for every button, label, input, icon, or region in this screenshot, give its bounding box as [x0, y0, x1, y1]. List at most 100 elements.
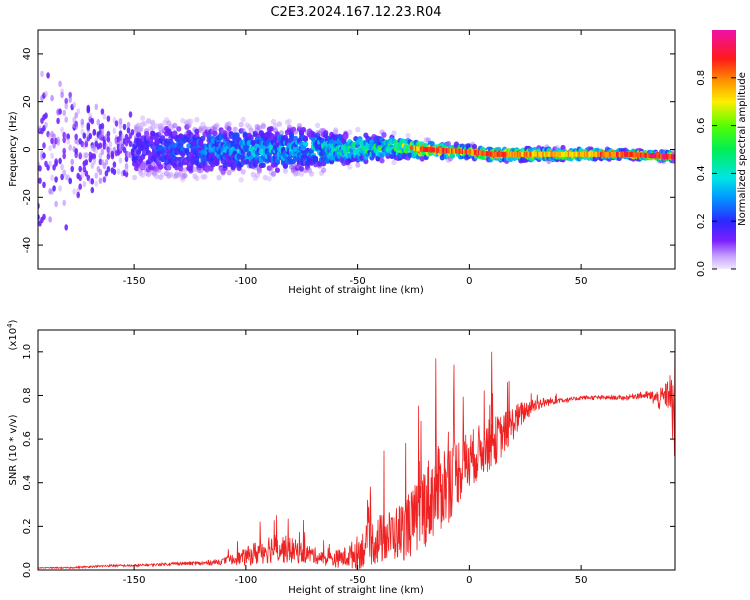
- spectrogram-cell: [118, 122, 123, 130]
- spectrogram-cell: [58, 80, 62, 88]
- spectrogram-cell: [146, 141, 152, 147]
- spectrogram-cell: [108, 140, 113, 148]
- spectrogram-cell: [256, 168, 262, 175]
- spectrogram-ridge-cell: [594, 151, 597, 157]
- spectrogram-ridge-cell: [487, 151, 490, 157]
- spectrogram-cell: [42, 152, 46, 159]
- spectrogram-ridge-cell: [586, 151, 589, 157]
- spectrogram-cell: [200, 135, 206, 142]
- spectrogram-cell: [52, 133, 56, 140]
- spectrogram-ridge-cell: [535, 151, 538, 157]
- spectrogram-cell: [50, 94, 54, 102]
- spectrogram-y-label: Frequency (Hz): [8, 111, 19, 187]
- spectrogram-ridge-cell: [519, 151, 522, 157]
- spectrogram-ridge-cell: [451, 148, 453, 154]
- spectrogram-cell: [68, 144, 72, 151]
- colorbar: 0.0 0.2 0.4 0.6 0.8 Normalized spectral ampl…: [696, 30, 748, 277]
- spectrogram-ridge-cell: [453, 148, 456, 154]
- spectrogram-cell: [560, 144, 566, 151]
- spectrogram-cell: [292, 129, 299, 135]
- spectrogram-ridge-cell: [464, 149, 467, 155]
- spectrogram-ridge-cell: [518, 151, 521, 157]
- spectrogram-cell: [188, 118, 194, 125]
- spectrogram-cell: [256, 125, 262, 131]
- y-tick-label: -40: [22, 237, 33, 253]
- spectrogram-ridge-cell: [664, 153, 667, 159]
- spectrogram-cell: [343, 133, 349, 140]
- spectrogram-ridge-cell: [485, 151, 488, 157]
- spectrogram-ridge-cell: [502, 151, 504, 157]
- spectrogram-cell: [323, 130, 329, 136]
- spectrogram-cell: [150, 125, 156, 131]
- spectrogram-ridge-cell: [646, 152, 649, 158]
- spectrogram-cell: [58, 185, 62, 192]
- spectrogram-cell: [188, 166, 194, 172]
- spectrogram-ridge-cell: [599, 151, 602, 157]
- spectrogram-cell: [54, 160, 58, 167]
- spectrogram-ridge-cell: [456, 148, 459, 154]
- spectrogram-ridge-cell: [459, 148, 462, 154]
- spectrogram-cell: [144, 145, 150, 151]
- spectrogram-ridge-cell: [489, 151, 492, 157]
- spectrogram-ridge-cell: [428, 147, 431, 153]
- spectrogram-ridge-cell: [516, 151, 519, 157]
- spectrogram-cell: [154, 173, 160, 180]
- spectrogram-cell: [74, 148, 78, 155]
- spectrogram-cell: [309, 171, 315, 177]
- spectrogram-ridge-cell: [583, 151, 586, 157]
- snr-y-label: SNR (10 * v/v): [8, 414, 19, 485]
- spectrogram-cell: [68, 96, 72, 103]
- spectrogram-ridge-cell: [475, 150, 478, 155]
- spectrogram-cell: [94, 180, 99, 187]
- spectrogram-ridge-cell: [542, 151, 545, 157]
- spectrogram-cell: [92, 158, 97, 165]
- colorbar-tick-label: 0.0: [696, 261, 707, 277]
- spectrogram-cell: [226, 169, 232, 176]
- spectrogram-cell: [150, 130, 156, 137]
- spectrogram-cell: [42, 181, 46, 188]
- colorbar-tick-label: 0.2: [696, 213, 707, 229]
- spectrogram-ridge-cell: [512, 151, 515, 157]
- x-tick-label: -100: [235, 575, 258, 586]
- spectrogram-ridge-cell: [420, 146, 423, 152]
- spectrogram-cell: [84, 159, 89, 166]
- x-tick-label: 50: [575, 575, 588, 586]
- spectrogram-cell: [158, 164, 164, 170]
- spectrogram-ridge-cell: [491, 151, 494, 157]
- spectrogram-ridge-cell: [589, 151, 592, 157]
- spectrogram-cell: [220, 170, 226, 176]
- spectrogram-ridge-cell: [654, 153, 657, 159]
- spectrogram-ridge-cell: [672, 154, 675, 160]
- spectrogram-ridge-cell: [577, 151, 580, 157]
- y-tick-label: 0.6: [22, 431, 33, 447]
- spectrogram-cell: [266, 176, 272, 182]
- spectrogram-cell: [60, 91, 64, 99]
- spectrogram-cell: [50, 152, 54, 159]
- spectrogram-ridge-cell: [620, 151, 622, 157]
- colorbar-gradient: [712, 30, 736, 269]
- spectrogram-ridge-cell: [595, 151, 598, 157]
- spectrogram-ridge-cell: [528, 151, 531, 157]
- spectrogram-ridge-cell: [616, 151, 618, 157]
- spectrogram-cell: [90, 117, 95, 125]
- spectrogram-cell: [60, 163, 64, 171]
- spectrogram-cell: [347, 164, 353, 170]
- spectrogram-cell: [238, 177, 244, 183]
- snr-line-series: [38, 330, 675, 570]
- spectrogram-ridge-cell: [421, 146, 424, 152]
- spectrogram-ridge-cell: [656, 153, 659, 159]
- spectrogram-ridge-cell: [625, 151, 628, 157]
- spectrogram-cell: [54, 176, 58, 183]
- spectrogram-ridge-cell: [559, 151, 562, 157]
- x-tick-label: -150: [123, 276, 146, 287]
- spectrogram-cell: [278, 130, 284, 136]
- spectrogram-ridge-cell: [612, 151, 614, 157]
- spectrogram-cell: [92, 129, 97, 136]
- spectrogram-ridge-cell: [471, 149, 474, 155]
- spectrogram-ridge-cell: [436, 147, 439, 153]
- spectrogram-ridge-cell: [661, 153, 664, 159]
- spectrogram-cell: [106, 166, 111, 173]
- spectrogram-cell: [146, 118, 152, 124]
- spectrogram-ridge-cell: [622, 151, 625, 157]
- spectrogram-ridge-cell: [660, 153, 663, 159]
